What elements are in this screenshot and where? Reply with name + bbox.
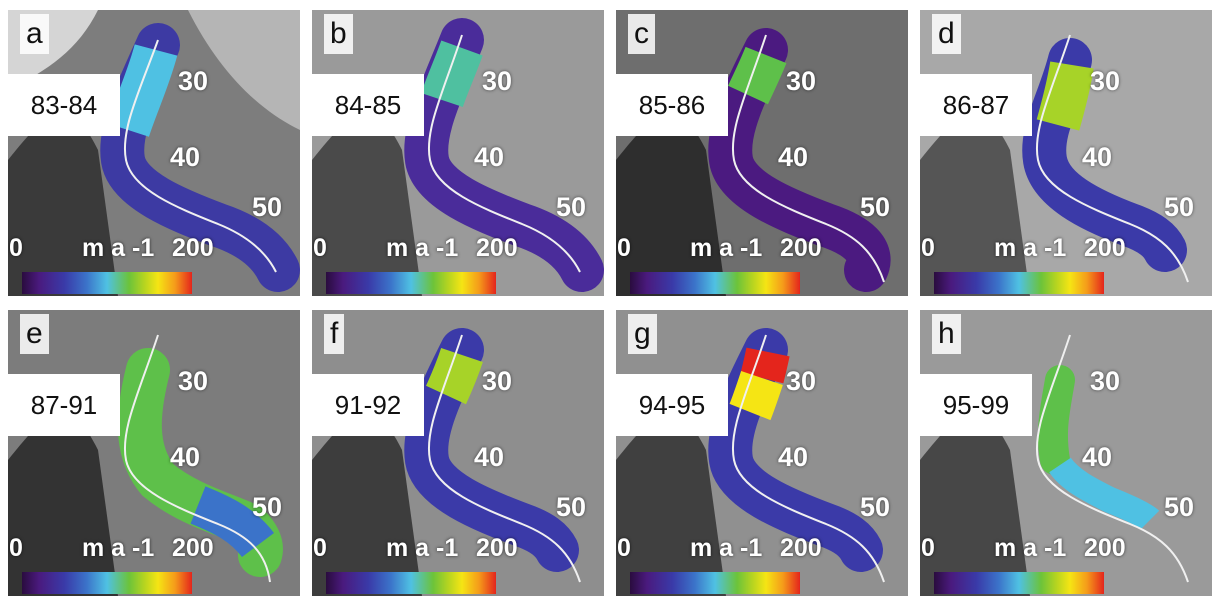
velocity-panel: b 84-85 30 40 50 0 m a -1 200 (312, 10, 604, 296)
colorbar-unit: m a -1 (82, 234, 155, 262)
km-40-label: 40 (170, 442, 201, 472)
km-50-label: 50 (1164, 192, 1195, 222)
period-label: 83-84 (8, 74, 120, 136)
colorbar-unit: m a -1 (386, 534, 459, 562)
figure-grid: a 83-84 30 40 50 0 m a -1 200 b 84-85 30… (8, 10, 1214, 596)
colorbar-min: 0 (313, 234, 327, 262)
period-label: 85-86 (616, 74, 728, 136)
satellite-map (920, 10, 1212, 296)
km-40-label: 40 (778, 442, 809, 472)
km-40-label: 40 (474, 142, 505, 172)
velocity-panel: g 94-95 30 40 50 0 m a -1 200 (616, 310, 908, 596)
colorbar-unit: m a -1 (690, 534, 763, 562)
colorbar-max: 200 (780, 234, 822, 262)
period-label: 91-92 (312, 374, 424, 436)
colorbar-min: 0 (921, 534, 935, 562)
km-50-label: 50 (252, 192, 283, 222)
colorbar (326, 272, 496, 294)
colorbar-unit: m a -1 (994, 534, 1067, 562)
colorbar-max: 200 (172, 534, 214, 562)
velocity-panel: d 86-87 30 40 50 0 m a -1 200 (920, 10, 1212, 296)
panel-letter: a (20, 14, 49, 54)
velocity-panel: a 83-84 30 40 50 0 m a -1 200 (8, 10, 300, 296)
colorbar-unit: m a -1 (994, 234, 1067, 262)
satellite-map (312, 310, 604, 596)
colorbar (630, 572, 800, 594)
satellite-map (920, 310, 1212, 596)
panel-letter: g (628, 314, 657, 354)
period-label: 87-91 (8, 374, 120, 436)
panel-letter: b (324, 14, 353, 54)
panel-letter: c (628, 14, 655, 54)
satellite-map (8, 310, 300, 596)
period-label: 95-99 (920, 374, 1032, 436)
colorbar-max: 200 (172, 234, 214, 262)
period-label: 94-95 (616, 374, 728, 436)
panel-letter: f (324, 314, 345, 354)
km-50-label: 50 (252, 492, 283, 522)
km-30-label: 30 (786, 366, 817, 396)
km-30-label: 30 (1090, 66, 1121, 96)
colorbar-max: 200 (1084, 234, 1126, 262)
panel-letter: h (932, 314, 961, 354)
colorbar (934, 572, 1104, 594)
period-label: 86-87 (920, 74, 1032, 136)
km-30-label: 30 (786, 66, 817, 96)
km-30-label: 30 (1090, 366, 1121, 396)
km-50-label: 50 (556, 492, 587, 522)
satellite-map (616, 10, 908, 296)
km-30-label: 30 (482, 366, 513, 396)
satellite-map (312, 10, 604, 296)
km-30-label: 30 (482, 66, 513, 96)
colorbar (630, 272, 800, 294)
colorbar-unit: m a -1 (82, 534, 155, 562)
panel-letter: d (932, 14, 961, 54)
period-label: 84-85 (312, 74, 424, 136)
colorbar-min: 0 (313, 534, 327, 562)
km-50-label: 50 (860, 492, 891, 522)
km-40-label: 40 (170, 142, 201, 172)
colorbar-min: 0 (617, 534, 631, 562)
panel-letter: e (20, 314, 49, 354)
km-50-label: 50 (1164, 492, 1195, 522)
colorbar-min: 0 (9, 534, 23, 562)
colorbar-max: 200 (1084, 534, 1126, 562)
km-50-label: 50 (556, 192, 587, 222)
colorbar-unit: m a -1 (690, 234, 763, 262)
colorbar (934, 272, 1104, 294)
satellite-map (616, 310, 908, 596)
velocity-panel: e 87-91 30 40 50 0 m a -1 200 (8, 310, 300, 596)
colorbar-max: 200 (476, 534, 518, 562)
colorbar-max: 200 (780, 534, 822, 562)
colorbar (22, 572, 192, 594)
km-50-label: 50 (860, 192, 891, 222)
km-40-label: 40 (474, 442, 505, 472)
colorbar (22, 272, 192, 294)
km-40-label: 40 (1082, 442, 1113, 472)
km-30-label: 30 (178, 66, 209, 96)
velocity-panel: f 91-92 30 40 50 0 m a -1 200 (312, 310, 604, 596)
colorbar-min: 0 (9, 234, 23, 262)
km-40-label: 40 (778, 142, 809, 172)
satellite-map (8, 10, 300, 296)
colorbar (326, 572, 496, 594)
colorbar-min: 0 (921, 234, 935, 262)
velocity-panel: c 85-86 30 40 50 0 m a -1 200 (616, 10, 908, 296)
colorbar-max: 200 (476, 234, 518, 262)
km-30-label: 30 (178, 366, 209, 396)
km-40-label: 40 (1082, 142, 1113, 172)
velocity-panel: h 95-99 30 40 50 0 m a -1 200 (920, 310, 1212, 596)
colorbar-min: 0 (617, 234, 631, 262)
colorbar-unit: m a -1 (386, 234, 459, 262)
